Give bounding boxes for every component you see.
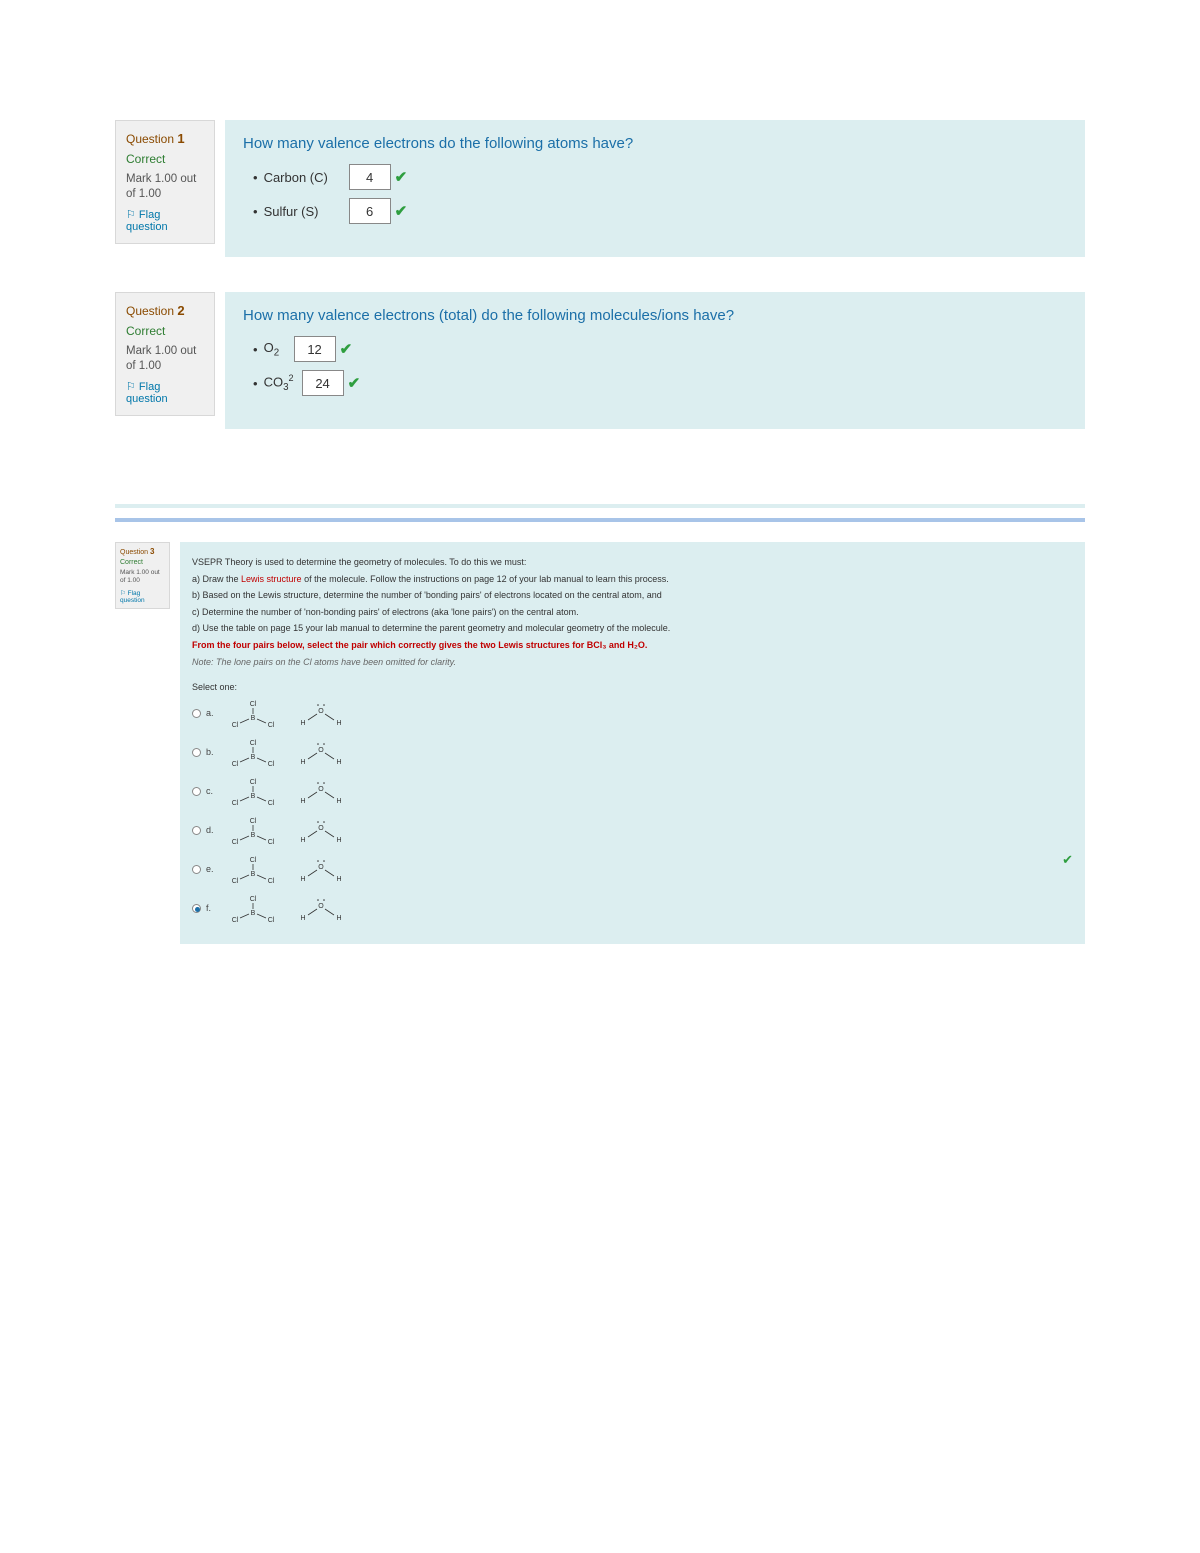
question-3-number: Question 3 [120, 547, 165, 556]
q3-step-c: c) Determine the number of 'non-bonding … [192, 606, 1073, 619]
h2o-structure [292, 698, 350, 728]
q1-item-1-label: Sulfur (S) [264, 204, 349, 219]
h2o-structure [292, 815, 350, 845]
q1-item-1: • Sulfur (S) 6 ✔ [243, 198, 1067, 224]
q3-option-label: c. [206, 786, 224, 796]
q1-item-0: • Carbon (C) 4 ✔ [243, 164, 1067, 190]
check-icon: ✔ [348, 374, 361, 392]
radio-icon[interactable] [192, 865, 201, 874]
q3-option-label: a. [206, 708, 224, 718]
q3-option-a[interactable]: a. [192, 695, 1073, 731]
question-2: Question 2 Correct Mark 1.00 out of 1.00… [115, 292, 1085, 429]
q3-step-a: a) Draw the Lewis structure of the molec… [192, 573, 1073, 586]
q3-select-one: Select one: [192, 682, 1073, 692]
bcl3-structure [224, 815, 282, 845]
question-2-status: Correct [126, 324, 204, 338]
q3-option-e[interactable]: e. [192, 851, 1073, 887]
q1-item-0-label: Carbon (C) [264, 170, 349, 185]
question-1-title: How many valence electrons do the follow… [243, 135, 1067, 152]
question-2-info: Question 2 Correct Mark 1.00 out of 1.00… [115, 292, 215, 416]
q2-item-0: • O2 12 ✔ [243, 336, 1067, 362]
radio-icon[interactable] [192, 709, 201, 718]
h2o-structure [292, 737, 350, 767]
bcl3-structure [224, 854, 282, 884]
q3-option-label: e. [206, 864, 224, 874]
divider [115, 518, 1085, 522]
question-1-mark: Mark 1.00 out of 1.00 [126, 172, 204, 202]
check-icon: ✔ [395, 168, 408, 186]
question-2-flag[interactable]: ⚐ Flag question [126, 380, 204, 405]
question-3-body: VSEPR Theory is used to determine the ge… [180, 542, 1085, 944]
question-1-flag[interactable]: ⚐ Flag question [126, 208, 204, 233]
q2-item-1-formula: CO32 [264, 373, 302, 393]
question-1-body: How many valence electrons do the follow… [225, 120, 1085, 257]
question-3-info: Question 3 Correct Mark 1.00 out of 1.00… [115, 542, 170, 609]
q3-option-d[interactable]: d. [192, 812, 1073, 848]
bcl3-structure [224, 698, 282, 728]
q3-option-label: f. [206, 903, 224, 913]
question-2-mark: Mark 1.00 out of 1.00 [126, 344, 204, 374]
h2o-structure [292, 776, 350, 806]
q3-option-f[interactable]: f. [192, 890, 1073, 926]
bcl3-structure [224, 737, 282, 767]
q3-option-label: b. [206, 747, 224, 757]
q3-option-c[interactable]: c. [192, 773, 1073, 809]
bcl3-structure [224, 893, 282, 923]
radio-icon[interactable] [192, 904, 201, 913]
question-3-mark: Mark 1.00 out of 1.00 [120, 569, 165, 586]
divider [115, 504, 1085, 508]
question-1: Question 1 Correct Mark 1.00 out of 1.00… [115, 120, 1085, 257]
radio-icon[interactable] [192, 826, 201, 835]
q3-red-line: From the four pairs below, select the pa… [192, 639, 1073, 652]
question-3-flag[interactable]: ⚐ Flag question [120, 589, 165, 604]
radio-icon[interactable] [192, 748, 201, 757]
check-icon: ✔ [1062, 852, 1073, 868]
q3-option-label: d. [206, 825, 224, 835]
h2o-structure [292, 854, 350, 884]
question-3-status: Correct [120, 559, 165, 566]
q3-step-d: d) Use the table on page 15 your lab man… [192, 622, 1073, 635]
bcl3-structure [224, 776, 282, 806]
question-1-number: Question 1 [126, 131, 204, 146]
question-2-body: How many valence electrons (total) do th… [225, 292, 1085, 429]
question-1-status: Correct [126, 152, 204, 166]
q3-step-b: b) Based on the Lewis structure, determi… [192, 589, 1073, 602]
q2-item-1: • CO32 24 ✔ [243, 370, 1067, 396]
q1-item-1-value[interactable]: 6 [349, 198, 391, 224]
check-icon: ✔ [395, 202, 408, 220]
h2o-structure [292, 893, 350, 923]
q2-item-1-value[interactable]: 24 [302, 370, 344, 396]
q2-item-0-formula: O2 [264, 340, 294, 359]
q3-option-b[interactable]: b. [192, 734, 1073, 770]
q1-item-0-value[interactable]: 4 [349, 164, 391, 190]
q3-intro: VSEPR Theory is used to determine the ge… [192, 556, 1073, 569]
radio-icon[interactable] [192, 787, 201, 796]
question-2-number: Question 2 [126, 303, 204, 318]
question-3: Question 3 Correct Mark 1.00 out of 1.00… [115, 542, 1085, 944]
check-icon: ✔ [340, 340, 353, 358]
q3-note: Note: The lone pairs on the Cl atoms hav… [192, 656, 1073, 669]
q2-item-0-value[interactable]: 12 [294, 336, 336, 362]
question-1-info: Question 1 Correct Mark 1.00 out of 1.00… [115, 120, 215, 244]
question-2-title: How many valence electrons (total) do th… [243, 307, 1067, 324]
